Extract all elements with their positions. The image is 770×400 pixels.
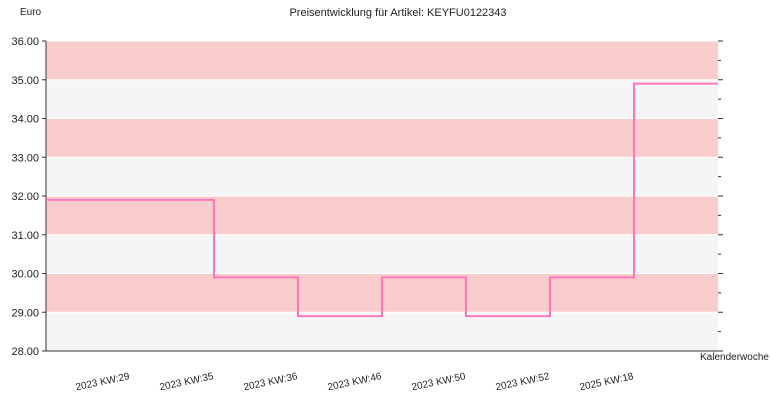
background-band: [46, 196, 718, 235]
y-tick-label: 29.00: [11, 307, 39, 319]
price-step-line: [46, 82, 718, 318]
x-tick-label: 2023 KW:36: [243, 371, 299, 393]
y-tick-label: 28.00: [11, 346, 39, 358]
y-tick-label: 33.00: [11, 152, 39, 164]
x-tick-label: 2023 KW:29: [75, 371, 131, 393]
x-axis-label: Kalenderwoche: [700, 352, 769, 363]
x-axis-ticks: 2023 KW:29 2023 KW:35 2023 KW:36 2023 KW:46…: [75, 371, 635, 393]
x-tick-label: 2023 KW:50: [411, 371, 467, 393]
y-tick-label: 36.00: [11, 36, 39, 48]
y-axis-ticks: 28.00 29.00 30.00 31.00 32.00 33.00 34.00 35.00…: [11, 36, 723, 358]
y-axis-label: Euro: [20, 7, 42, 18]
background-band: [46, 157, 718, 196]
x-tick-label: 2023 KW:35: [159, 371, 215, 393]
y-tick-label: 31.00: [11, 230, 39, 242]
background-band: [46, 41, 718, 80]
background-bands: [46, 41, 718, 351]
background-band: [46, 234, 718, 274]
chart-title: Preisentwicklung für Artikel: KEYFU01223…: [289, 7, 506, 19]
x-tick-label: 2023 KW:46: [327, 371, 383, 393]
y-tick-label: 35.00: [11, 75, 39, 87]
background-band: [46, 118, 718, 158]
y-tick-label: 32.00: [11, 191, 39, 203]
x-tick-label: 2025 KW:18: [579, 371, 635, 393]
y-tick-label: 34.00: [11, 114, 39, 126]
background-band: [46, 312, 718, 351]
x-tick-label: 2023 KW:52: [495, 371, 551, 393]
series-group: [46, 82, 718, 318]
background-band: [46, 79, 718, 119]
y-tick-label: 30.00: [11, 269, 39, 281]
